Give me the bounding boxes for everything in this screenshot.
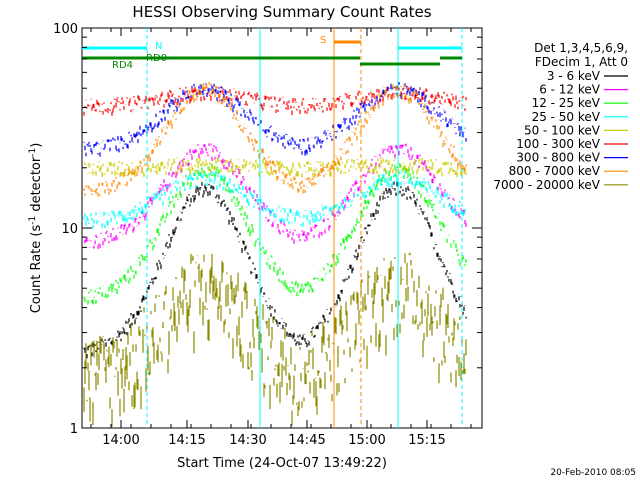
series-trace bbox=[83, 157, 467, 178]
legend-label: 25 - 50 keV bbox=[532, 110, 601, 124]
legend-label: 12 - 25 keV bbox=[532, 96, 601, 110]
y-axis-label-sup2: -1 bbox=[28, 148, 38, 157]
flag-label-rd4: RD4 bbox=[112, 60, 133, 71]
x-tick-label: 14:45 bbox=[288, 433, 325, 448]
series-25-50-kev bbox=[83, 171, 467, 229]
flag-label-n: N bbox=[155, 41, 162, 52]
x-tick-label: 15:00 bbox=[348, 433, 385, 448]
x-tick-label: 14:30 bbox=[229, 433, 266, 448]
legend-label: 3 - 6 keV bbox=[547, 69, 601, 83]
axis-layer: 14:00 14:15 14:30 14:45 15:00 15:15 1 10 100 bbox=[53, 22, 482, 448]
x-tick-label: 14:15 bbox=[168, 433, 205, 448]
legend-header-2: FDecim 1, Att 0 bbox=[535, 55, 628, 69]
series-trace bbox=[83, 252, 467, 427]
x-axis-label: Start Time (24-Oct-07 13:49:22) bbox=[177, 456, 387, 471]
legend-label: 100 - 300 keV bbox=[516, 137, 600, 151]
legend-header-1: Det 1,3,4,5,6,9, bbox=[534, 41, 628, 55]
y-axis-label-sup: -1 bbox=[28, 216, 38, 225]
y-tick-label: 100 bbox=[53, 22, 78, 37]
series-7000-20000-kev bbox=[83, 252, 467, 427]
y-axis-label-tail: detector bbox=[29, 156, 44, 216]
series-100-300-kev bbox=[83, 85, 467, 116]
legend-label: 800 - 7000 keV bbox=[509, 164, 601, 178]
flag-label-s: S bbox=[320, 35, 326, 46]
series-trace bbox=[83, 143, 467, 249]
series-trace bbox=[83, 171, 467, 229]
series-layer bbox=[83, 82, 467, 427]
series-12-25-kev bbox=[83, 163, 467, 305]
legend-label: 300 - 800 keV bbox=[516, 151, 600, 165]
chart-title: HESSI Observing Summary Count Rates bbox=[132, 3, 431, 21]
series-trace bbox=[83, 85, 467, 116]
series-50-100-kev bbox=[83, 157, 467, 178]
series-trace bbox=[83, 82, 467, 157]
y-axis-label-close: ) bbox=[29, 143, 44, 148]
series-6-12-kev bbox=[83, 143, 467, 249]
x-tick-label: 14:00 bbox=[102, 433, 139, 448]
footer-timestamp: 20-Feb-2010 08:05 bbox=[550, 468, 636, 478]
series-3-6-kev bbox=[83, 181, 467, 359]
flag-label-rd0: RD0 bbox=[146, 53, 167, 64]
series-300-800-kev bbox=[83, 82, 467, 157]
series-trace bbox=[83, 181, 467, 359]
y-axis-label: Count Rate (s-1 detector-1) bbox=[28, 143, 44, 314]
y-axis-label-main: Count Rate (s bbox=[29, 225, 44, 314]
legend-label: 7000 - 20000 keV bbox=[493, 178, 600, 192]
x-tick-label: 15:15 bbox=[408, 433, 445, 448]
legend-label: 6 - 12 keV bbox=[539, 83, 601, 97]
y-tick-label: 10 bbox=[61, 222, 78, 237]
y-tick-label: 1 bbox=[70, 422, 78, 437]
legend-label: 50 - 100 keV bbox=[524, 123, 601, 137]
series-trace bbox=[83, 163, 467, 305]
